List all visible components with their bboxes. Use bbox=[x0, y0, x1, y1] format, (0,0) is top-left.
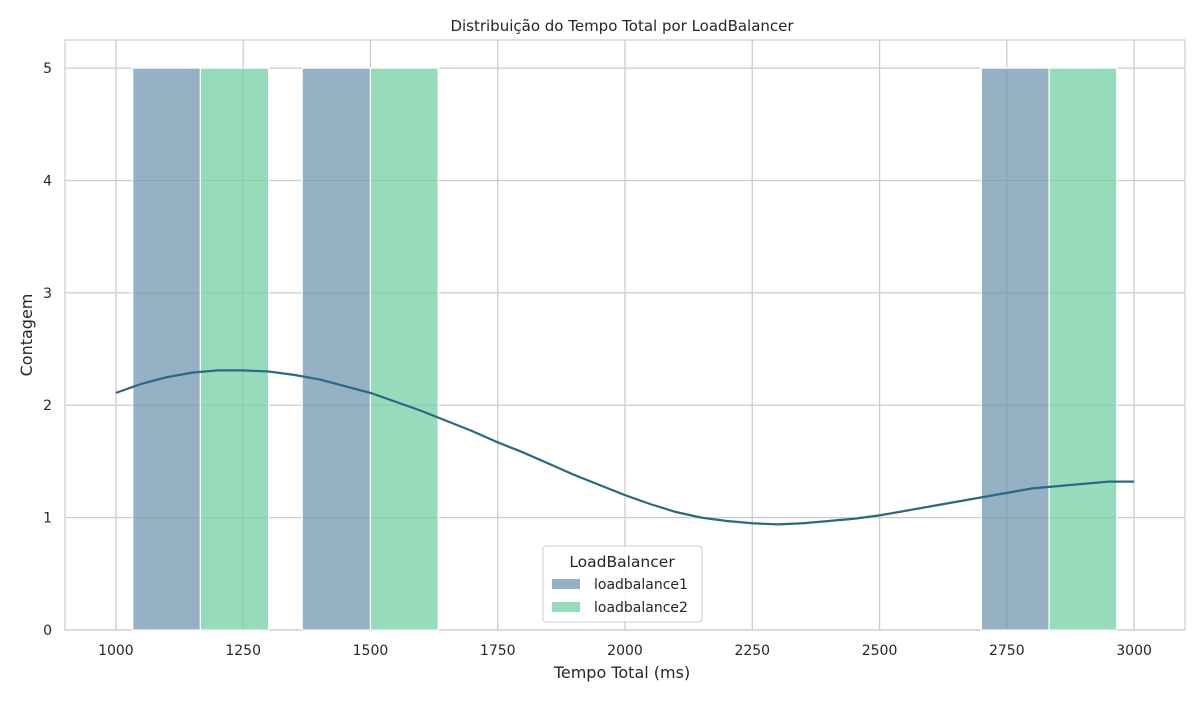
kde-layer bbox=[115, 369, 1135, 526]
histogram-bar-loadbalance1 bbox=[132, 67, 202, 631]
legend-swatch-loadbalance1 bbox=[552, 579, 580, 589]
histogram-bar-loadbalance2 bbox=[199, 67, 270, 631]
legend-label-loadbalance1: loadbalance1 bbox=[594, 577, 688, 593]
x-tick-label: 1750 bbox=[480, 643, 516, 659]
x-tick-label: 3000 bbox=[1116, 643, 1152, 659]
x-tick-label: 2250 bbox=[734, 643, 770, 659]
y-axis-label: Contagem bbox=[17, 294, 36, 377]
x-tick-labels: 1000 1250 1500 1750 2000 2250 2500 2750 3000 bbox=[98, 643, 1152, 659]
bars-layer bbox=[132, 67, 1118, 631]
legend-box bbox=[542, 545, 703, 623]
y-tick-label: 3 bbox=[43, 286, 52, 302]
histogram-bar-loadbalance2 bbox=[369, 67, 439, 631]
legend-title: LoadBalancer bbox=[569, 553, 675, 571]
legend: LoadBalancer loadbalance1 loadbalance2 bbox=[542, 545, 703, 623]
y-tick-label: 0 bbox=[43, 623, 52, 639]
y-tick-labels: 0 1 2 3 4 5 bbox=[43, 61, 52, 639]
x-tick-label: 2500 bbox=[862, 643, 898, 659]
x-tick-label: 2000 bbox=[607, 643, 643, 659]
kde-curve bbox=[115, 369, 1135, 526]
legend-swatch-loadbalance2 bbox=[552, 602, 580, 612]
x-tick-label: 1250 bbox=[225, 643, 261, 659]
histogram-bar-loadbalance2 bbox=[1048, 67, 1118, 631]
x-tick-label: 1500 bbox=[353, 643, 389, 659]
y-tick-label: 2 bbox=[43, 398, 52, 414]
y-tick-label: 1 bbox=[43, 511, 52, 527]
histogram-bar-loadbalance1 bbox=[301, 67, 372, 631]
x-axis-label: Tempo Total (ms) bbox=[553, 663, 690, 682]
y-tick-label: 5 bbox=[43, 61, 52, 77]
y-tick-label: 4 bbox=[43, 173, 52, 189]
chart-title: Distribuição do Tempo Total por LoadBala… bbox=[450, 17, 794, 35]
histogram-bar-loadbalance1 bbox=[980, 67, 1050, 631]
x-tick-label: 2750 bbox=[989, 643, 1025, 659]
x-tick-label: 1000 bbox=[98, 643, 134, 659]
legend-label-loadbalance2: loadbalance2 bbox=[594, 600, 688, 616]
